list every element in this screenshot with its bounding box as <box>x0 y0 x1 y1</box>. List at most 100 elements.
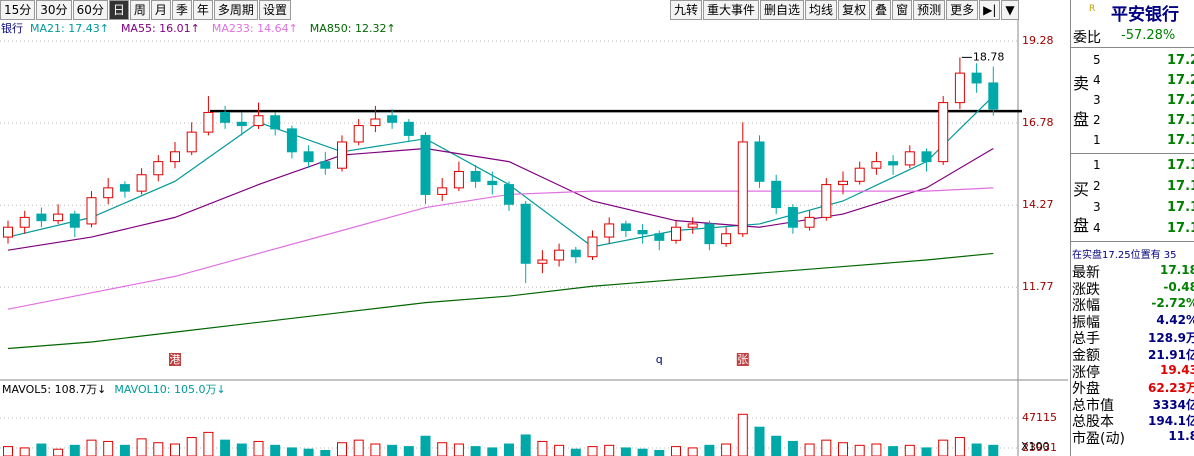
period-button[interactable]: 设置 <box>258 0 291 20</box>
stat-value: 11.8 <box>1168 429 1194 443</box>
volume-bar <box>620 447 631 456</box>
volume-bar <box>320 449 331 456</box>
period-button[interactable]: 30分 <box>36 0 72 20</box>
tool-button[interactable]: 更多 <box>946 0 979 20</box>
level-price: 17.1 <box>1167 158 1194 173</box>
volume-bar <box>403 446 414 456</box>
volume-bar <box>821 439 832 456</box>
candle-body <box>554 249 565 261</box>
period-button[interactable]: 多周期 <box>213 0 258 20</box>
tool-button[interactable]: 窗 <box>892 0 913 20</box>
tool-button[interactable]: 九转 <box>670 0 703 20</box>
vol-legend: MAVOL5: 108.7万↓ <box>2 383 106 396</box>
tool-button[interactable]: 复权 <box>838 0 871 20</box>
vol-unit: X100 <box>1021 440 1050 453</box>
ma-line <box>7 187 994 310</box>
vol-legend: MAVOL10: 105.0万↓ <box>114 383 225 396</box>
volume-bar <box>36 443 47 456</box>
stat-label: 总股本 <box>1072 414 1114 431</box>
level: 3 <box>1093 93 1101 107</box>
level: 5 <box>1093 53 1101 67</box>
volume-bar <box>554 444 565 456</box>
level-price: 17.2 <box>1167 73 1194 88</box>
tool-button[interactable]: 叠 <box>871 0 892 20</box>
volume-bar <box>988 444 999 456</box>
volume-bar <box>3 446 13 456</box>
candle-body <box>420 134 431 195</box>
ma-line <box>7 252 994 350</box>
tool-button[interactable]: ▼ <box>1001 0 1019 20</box>
volume-bar <box>119 444 130 456</box>
volume-bar <box>103 440 114 456</box>
v-tick-label: 23931 <box>1022 441 1057 454</box>
level: 1 <box>1093 158 1101 172</box>
period-button[interactable]: 年 <box>192 0 213 20</box>
candle-body <box>236 121 247 127</box>
candle-body <box>387 115 398 123</box>
volume-bar <box>220 439 231 456</box>
volume-bar <box>270 444 281 456</box>
candle-body <box>487 180 498 186</box>
tool-button[interactable]: 均线 <box>805 0 838 20</box>
level-price: 17.1 <box>1167 221 1194 236</box>
tool-button[interactable]: 删自选 <box>760 0 805 20</box>
period-button[interactable]: 季 <box>171 0 192 20</box>
tool-button[interactable]: 预测 <box>913 0 946 20</box>
candle-body <box>220 111 231 123</box>
y-tick-label: 11.77 <box>1022 280 1054 293</box>
level: 1 <box>1093 133 1101 147</box>
candle-body <box>954 72 965 104</box>
volume-bar <box>787 440 798 456</box>
candle-body <box>721 233 732 245</box>
period-bar: 15分 30分 60分日周月季年多周期 设置 <box>0 0 292 20</box>
candle-body <box>637 229 648 235</box>
box <box>1071 47 1194 154</box>
candle-body <box>186 131 197 153</box>
box <box>1071 153 1194 242</box>
volume-bar <box>153 442 164 456</box>
stat-label: 涨停 <box>1072 364 1100 381</box>
period-button[interactable]: 月 <box>150 0 171 20</box>
tool-button[interactable]: 重大事件 <box>703 0 760 20</box>
marker: 港 <box>170 353 181 366</box>
period-button[interactable]: 周 <box>129 0 150 20</box>
stat-value: 4.42% <box>1156 312 1194 327</box>
ma-legend: MA21: 17.43↑ <box>30 22 109 35</box>
volume-bar <box>704 444 715 456</box>
volume-bar <box>186 437 197 456</box>
volume-bar <box>337 442 347 456</box>
volume-bar <box>637 448 648 456</box>
candle-body <box>470 170 481 182</box>
candle-body <box>303 151 314 163</box>
candle-body <box>153 161 164 176</box>
period-button[interactable]: 日 <box>108 0 129 20</box>
candle-body <box>854 167 865 182</box>
candle-body <box>838 180 848 186</box>
candle-body <box>921 151 932 163</box>
candle-body <box>988 82 999 110</box>
volume-bar <box>871 443 882 456</box>
level-price: 17.1 <box>1167 200 1194 215</box>
volume-bar <box>771 435 782 456</box>
candle-body <box>286 128 297 153</box>
candle-body <box>86 197 97 225</box>
candle-body <box>771 180 782 209</box>
marker-box <box>169 353 181 366</box>
volume-bar <box>19 447 30 456</box>
volume-bar <box>938 439 949 456</box>
candle-body <box>437 187 448 195</box>
stat-value: 19.43 <box>1160 362 1194 377</box>
side-label: 盘 <box>1073 216 1090 235</box>
period-button[interactable]: 15分 <box>0 0 36 20</box>
stat-label: 涨幅 <box>1072 298 1100 315</box>
stat-label: 外盘 <box>1072 381 1100 398</box>
candle-body <box>620 223 631 231</box>
period-button[interactable]: 60分 <box>72 0 108 20</box>
volume-bar <box>570 448 581 456</box>
candle-body <box>270 115 281 130</box>
stat-value: 17.18 <box>1160 263 1194 277</box>
candle-body <box>253 115 264 127</box>
tool-button[interactable]: ▶| <box>979 0 1001 20</box>
volume-bar <box>353 439 364 456</box>
